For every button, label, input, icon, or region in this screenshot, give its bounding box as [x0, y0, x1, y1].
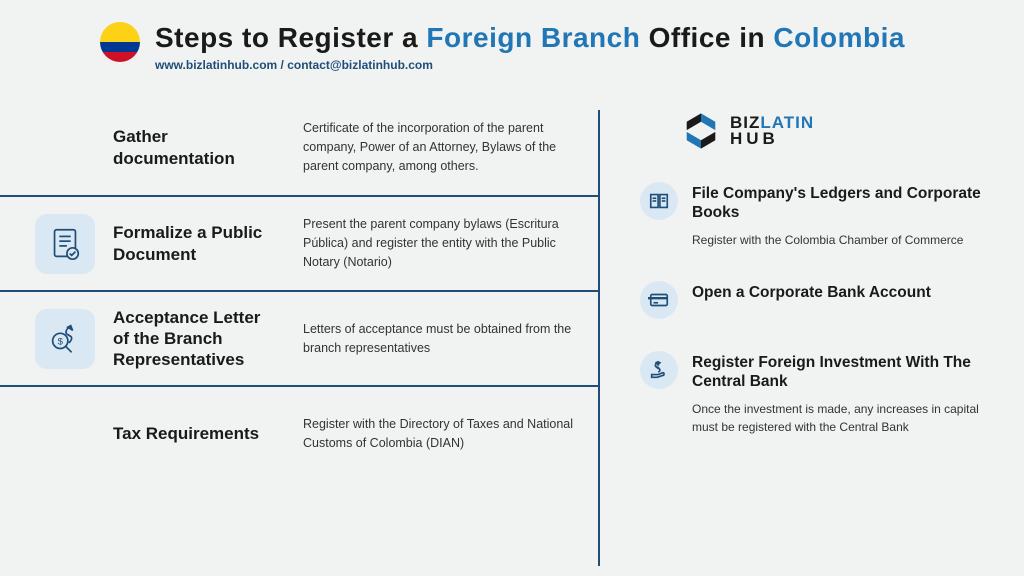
title-highlight: Colombia	[773, 22, 905, 53]
content: Gather documentation Certificate of the …	[0, 100, 1024, 576]
logo-mark-icon	[680, 110, 722, 152]
logo-hub: HUB	[730, 131, 814, 147]
header: Steps to Register a Foreign Branch Offic…	[0, 0, 1024, 72]
step-desc: Present the parent company bylaws (Escri…	[283, 215, 580, 271]
step-open-bank-account: Open a Corporate Bank Account	[640, 281, 994, 319]
step-title: Gather documentation	[113, 126, 283, 169]
vertical-divider	[598, 110, 600, 566]
title-highlight: Foreign Branch	[426, 22, 640, 53]
left-column: Gather documentation Certificate of the …	[0, 100, 600, 576]
bizlatinhub-logo: BIZLATIN HUB	[680, 110, 994, 152]
hand-money-icon: $	[640, 351, 678, 389]
step-title: Acceptance Letter of the Branch Represen…	[113, 307, 283, 371]
title-part: Office in	[640, 22, 773, 53]
step-formalize-document: Formalize a Public Document Present the …	[0, 195, 600, 290]
step-tax-requirements: Tax Requirements Register with the Direc…	[0, 385, 600, 480]
title-part: Steps to Register a	[155, 22, 426, 53]
step-title: File Company's Ledgers and Corporate Boo…	[692, 184, 994, 223]
step-title: Open a Corporate Bank Account	[692, 283, 931, 302]
logo-text: BIZLATIN HUB	[730, 115, 814, 147]
book-icon	[640, 182, 678, 220]
card-icon	[640, 281, 678, 319]
step-register-investment: $ Register Foreign Investment With The C…	[640, 351, 994, 436]
step-title: Register Foreign Investment With The Cen…	[692, 353, 994, 392]
svg-text:$: $	[58, 336, 64, 347]
step-desc: Once the investment is made, any increas…	[692, 400, 994, 436]
colombia-flag-icon	[100, 22, 140, 62]
right-column: BIZLATIN HUB File Company's Ledgers and …	[600, 100, 1024, 576]
contact-line: www.bizlatinhub.com / contact@bizlatinhu…	[155, 58, 1024, 72]
step-desc: Register with the Colombia Chamber of Co…	[692, 231, 994, 249]
svg-text:$: $	[657, 365, 660, 371]
step-title: Tax Requirements	[113, 423, 283, 444]
step-file-ledgers: File Company's Ledgers and Corporate Boo…	[640, 182, 994, 249]
step-desc: Register with the Directory of Taxes and…	[283, 415, 580, 453]
step-desc: Certificate of the incorporation of the …	[283, 119, 580, 175]
step-title: Formalize a Public Document	[113, 222, 283, 265]
step-desc: Letters of acceptance must be obtained f…	[283, 320, 580, 358]
money-search-icon: $	[35, 309, 95, 369]
page-title: Steps to Register a Foreign Branch Offic…	[155, 22, 1024, 54]
step-gather-documentation: Gather documentation Certificate of the …	[0, 100, 600, 195]
step-acceptance-letter: $ Acceptance Letter of the Branch Repres…	[0, 290, 600, 385]
document-check-icon	[35, 214, 95, 274]
